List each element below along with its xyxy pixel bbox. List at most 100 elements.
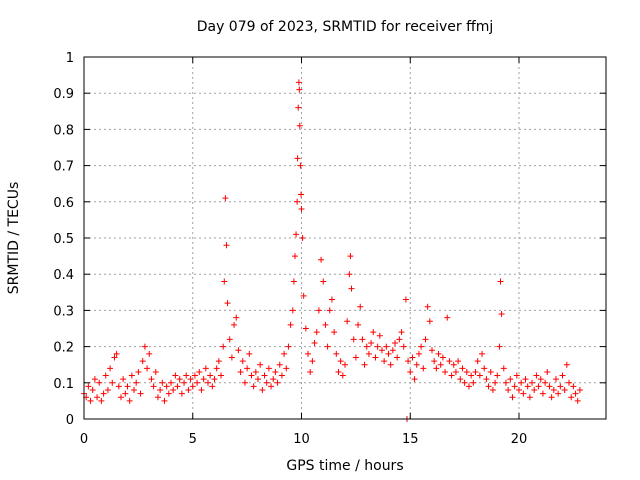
data-point <box>576 387 583 394</box>
data-point <box>296 86 303 93</box>
data-point <box>285 343 292 350</box>
data-point <box>220 343 227 350</box>
data-point <box>350 336 357 343</box>
data-point <box>331 329 338 336</box>
data-point <box>204 379 211 386</box>
data-point <box>133 379 140 386</box>
data-point <box>294 198 301 205</box>
data-point <box>189 383 196 390</box>
data-point <box>87 397 94 404</box>
data-point <box>555 390 562 397</box>
data-point <box>357 303 364 310</box>
data-point <box>557 383 564 390</box>
data-point <box>561 387 568 394</box>
data-point <box>529 379 536 386</box>
data-point <box>287 321 294 328</box>
data-point <box>385 350 392 357</box>
data-point <box>221 278 228 285</box>
data-point <box>259 387 266 394</box>
data-point <box>479 350 486 357</box>
y-tick-label: 0.5 <box>53 232 74 247</box>
y-axis-title: SRMTID / TECUs <box>6 182 22 295</box>
data-point <box>335 368 342 375</box>
data-point <box>511 383 518 390</box>
data-point <box>170 387 177 394</box>
data-point <box>109 379 116 386</box>
data-point <box>328 296 335 303</box>
data-point <box>476 372 483 379</box>
data-point <box>207 372 214 379</box>
data-point <box>370 329 377 336</box>
x-tick-label: 0 <box>80 432 88 447</box>
data-point <box>344 318 351 325</box>
data-point <box>157 387 164 394</box>
y-tick-label: 0.4 <box>53 268 74 283</box>
data-point <box>200 376 207 383</box>
data-point <box>402 296 409 303</box>
data-point <box>244 365 251 372</box>
data-point <box>185 387 192 394</box>
data-point <box>241 379 248 386</box>
data-point <box>570 383 577 390</box>
data-point <box>461 379 468 386</box>
data-point <box>128 372 135 379</box>
data-point <box>502 379 509 386</box>
y-tick-label: 1 <box>66 51 74 66</box>
data-point <box>396 336 403 343</box>
grid-lines <box>84 57 606 419</box>
y-tick-label: 0.9 <box>53 87 74 102</box>
data-point <box>135 368 142 375</box>
data-point <box>265 365 272 372</box>
data-point <box>163 383 170 390</box>
data-point <box>415 350 422 357</box>
data-point <box>531 387 538 394</box>
data-point <box>148 376 155 383</box>
data-point <box>302 325 309 332</box>
data-point <box>550 387 557 394</box>
data-point <box>537 376 544 383</box>
data-point <box>359 336 366 343</box>
y-tick-label: 0.8 <box>53 123 74 138</box>
data-point <box>113 350 120 357</box>
data-point <box>283 365 290 372</box>
data-point <box>409 354 416 361</box>
data-point <box>448 372 455 379</box>
data-point <box>346 271 353 278</box>
data-point <box>215 358 222 365</box>
x-tick-label: 5 <box>189 432 197 447</box>
data-point <box>96 379 103 386</box>
data-point <box>372 354 379 361</box>
data-point <box>307 368 314 375</box>
data-points <box>81 79 583 422</box>
data-point <box>500 365 507 372</box>
data-point <box>470 379 477 386</box>
data-point <box>202 365 209 372</box>
data-point <box>333 350 340 357</box>
data-point <box>568 394 575 401</box>
data-point <box>257 361 264 368</box>
data-point <box>442 368 449 375</box>
data-point <box>439 354 446 361</box>
data-point <box>405 358 412 365</box>
data-point <box>248 372 255 379</box>
data-point <box>297 162 304 169</box>
data-point <box>352 354 359 361</box>
data-point <box>452 368 459 375</box>
data-point <box>389 347 396 354</box>
data-point <box>446 358 453 365</box>
data-point <box>272 368 279 375</box>
data-point <box>546 383 553 390</box>
y-tick-label: 0.6 <box>53 196 74 211</box>
data-point <box>342 361 348 368</box>
data-point <box>150 383 157 390</box>
data-point <box>122 390 129 397</box>
data-point <box>497 278 504 285</box>
data-point <box>392 339 399 346</box>
data-point <box>424 303 431 310</box>
data-point <box>535 383 542 390</box>
data-point <box>198 387 205 394</box>
data-point <box>468 372 475 379</box>
data-point <box>131 387 138 394</box>
data-point <box>498 311 505 318</box>
